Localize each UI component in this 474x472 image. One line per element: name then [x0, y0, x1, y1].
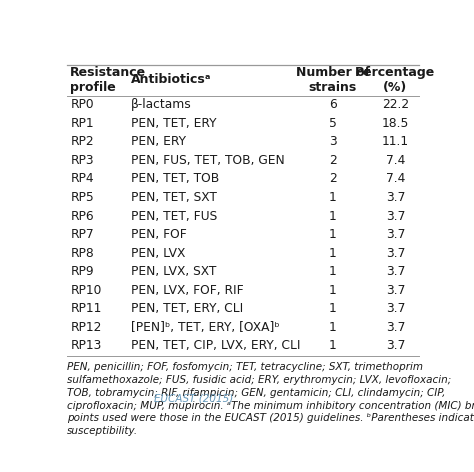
Text: RP13: RP13 — [70, 339, 101, 352]
Text: RP9: RP9 — [70, 265, 94, 278]
Text: RP8: RP8 — [70, 246, 94, 260]
Text: PEN, TET, TOB: PEN, TET, TOB — [131, 172, 219, 185]
Text: 3.7: 3.7 — [386, 191, 405, 204]
Text: RP1: RP1 — [70, 117, 94, 130]
Text: 1: 1 — [329, 246, 337, 260]
Text: Antibioticsᵃ: Antibioticsᵃ — [131, 73, 211, 86]
Text: PEN, FOF: PEN, FOF — [131, 228, 187, 241]
Text: 11.1: 11.1 — [382, 135, 409, 148]
Text: RP5: RP5 — [70, 191, 94, 204]
Text: 3.7: 3.7 — [386, 339, 405, 352]
Text: RP6: RP6 — [70, 210, 94, 222]
Text: RP12: RP12 — [70, 320, 101, 334]
Text: 1: 1 — [329, 302, 337, 315]
Text: PEN, TET, CIP, LVX, ERY, CLI: PEN, TET, CIP, LVX, ERY, CLI — [131, 339, 301, 352]
Text: PEN, TET, ERY, CLI: PEN, TET, ERY, CLI — [131, 302, 243, 315]
Text: 18.5: 18.5 — [382, 117, 409, 130]
Text: RP11: RP11 — [70, 302, 101, 315]
Text: [PEN]ᵇ, TET, ERY, [OXA]ᵇ: [PEN]ᵇ, TET, ERY, [OXA]ᵇ — [131, 320, 280, 334]
Text: PEN, ERY: PEN, ERY — [131, 135, 186, 148]
Text: 5: 5 — [329, 117, 337, 130]
Text: PEN, TET, SXT: PEN, TET, SXT — [131, 191, 217, 204]
Text: Resistance
profile: Resistance profile — [70, 66, 146, 93]
Text: RP4: RP4 — [70, 172, 94, 185]
Text: 1: 1 — [329, 210, 337, 222]
Text: 1: 1 — [329, 191, 337, 204]
Text: 3.7: 3.7 — [386, 265, 405, 278]
Text: 3.7: 3.7 — [386, 210, 405, 222]
Text: PEN, TET, ERY: PEN, TET, ERY — [131, 117, 217, 130]
Text: 2: 2 — [329, 154, 337, 167]
Text: Percentage
(%): Percentage (%) — [355, 66, 436, 93]
Text: 3: 3 — [329, 135, 337, 148]
Text: 6: 6 — [329, 98, 337, 111]
Text: 22.2: 22.2 — [382, 98, 409, 111]
Text: PEN, FUS, TET, TOB, GEN: PEN, FUS, TET, TOB, GEN — [131, 154, 284, 167]
Text: 1: 1 — [329, 265, 337, 278]
Text: 2: 2 — [329, 172, 337, 185]
Text: EUCAST (2015): EUCAST (2015) — [154, 394, 233, 404]
Text: RP10: RP10 — [70, 284, 101, 296]
Text: RP0: RP0 — [70, 98, 94, 111]
Text: 3.7: 3.7 — [386, 320, 405, 334]
Text: 1: 1 — [329, 320, 337, 334]
Text: RP3: RP3 — [70, 154, 94, 167]
Text: 3.7: 3.7 — [386, 246, 405, 260]
Text: PEN, LVX, SXT: PEN, LVX, SXT — [131, 265, 216, 278]
Text: PEN, TET, FUS: PEN, TET, FUS — [131, 210, 217, 222]
Text: RP2: RP2 — [70, 135, 94, 148]
Text: Number of
strains: Number of strains — [296, 66, 370, 93]
Text: PEN, penicillin; FOF, fosfomycin; TET, tetracycline; SXT, trimethoprim
sulfameth: PEN, penicillin; FOF, fosfomycin; TET, t… — [66, 362, 474, 436]
Text: 3.7: 3.7 — [386, 284, 405, 296]
Text: 1: 1 — [329, 284, 337, 296]
Text: PEN, LVX: PEN, LVX — [131, 246, 185, 260]
Text: 3.7: 3.7 — [386, 228, 405, 241]
Text: 7.4: 7.4 — [386, 172, 405, 185]
Text: 3.7: 3.7 — [386, 302, 405, 315]
Text: 1: 1 — [329, 228, 337, 241]
Text: 7.4: 7.4 — [386, 154, 405, 167]
Text: PEN, LVX, FOF, RIF: PEN, LVX, FOF, RIF — [131, 284, 244, 296]
Text: RP7: RP7 — [70, 228, 94, 241]
Text: 1: 1 — [329, 339, 337, 352]
Text: β-lactams: β-lactams — [131, 98, 191, 111]
